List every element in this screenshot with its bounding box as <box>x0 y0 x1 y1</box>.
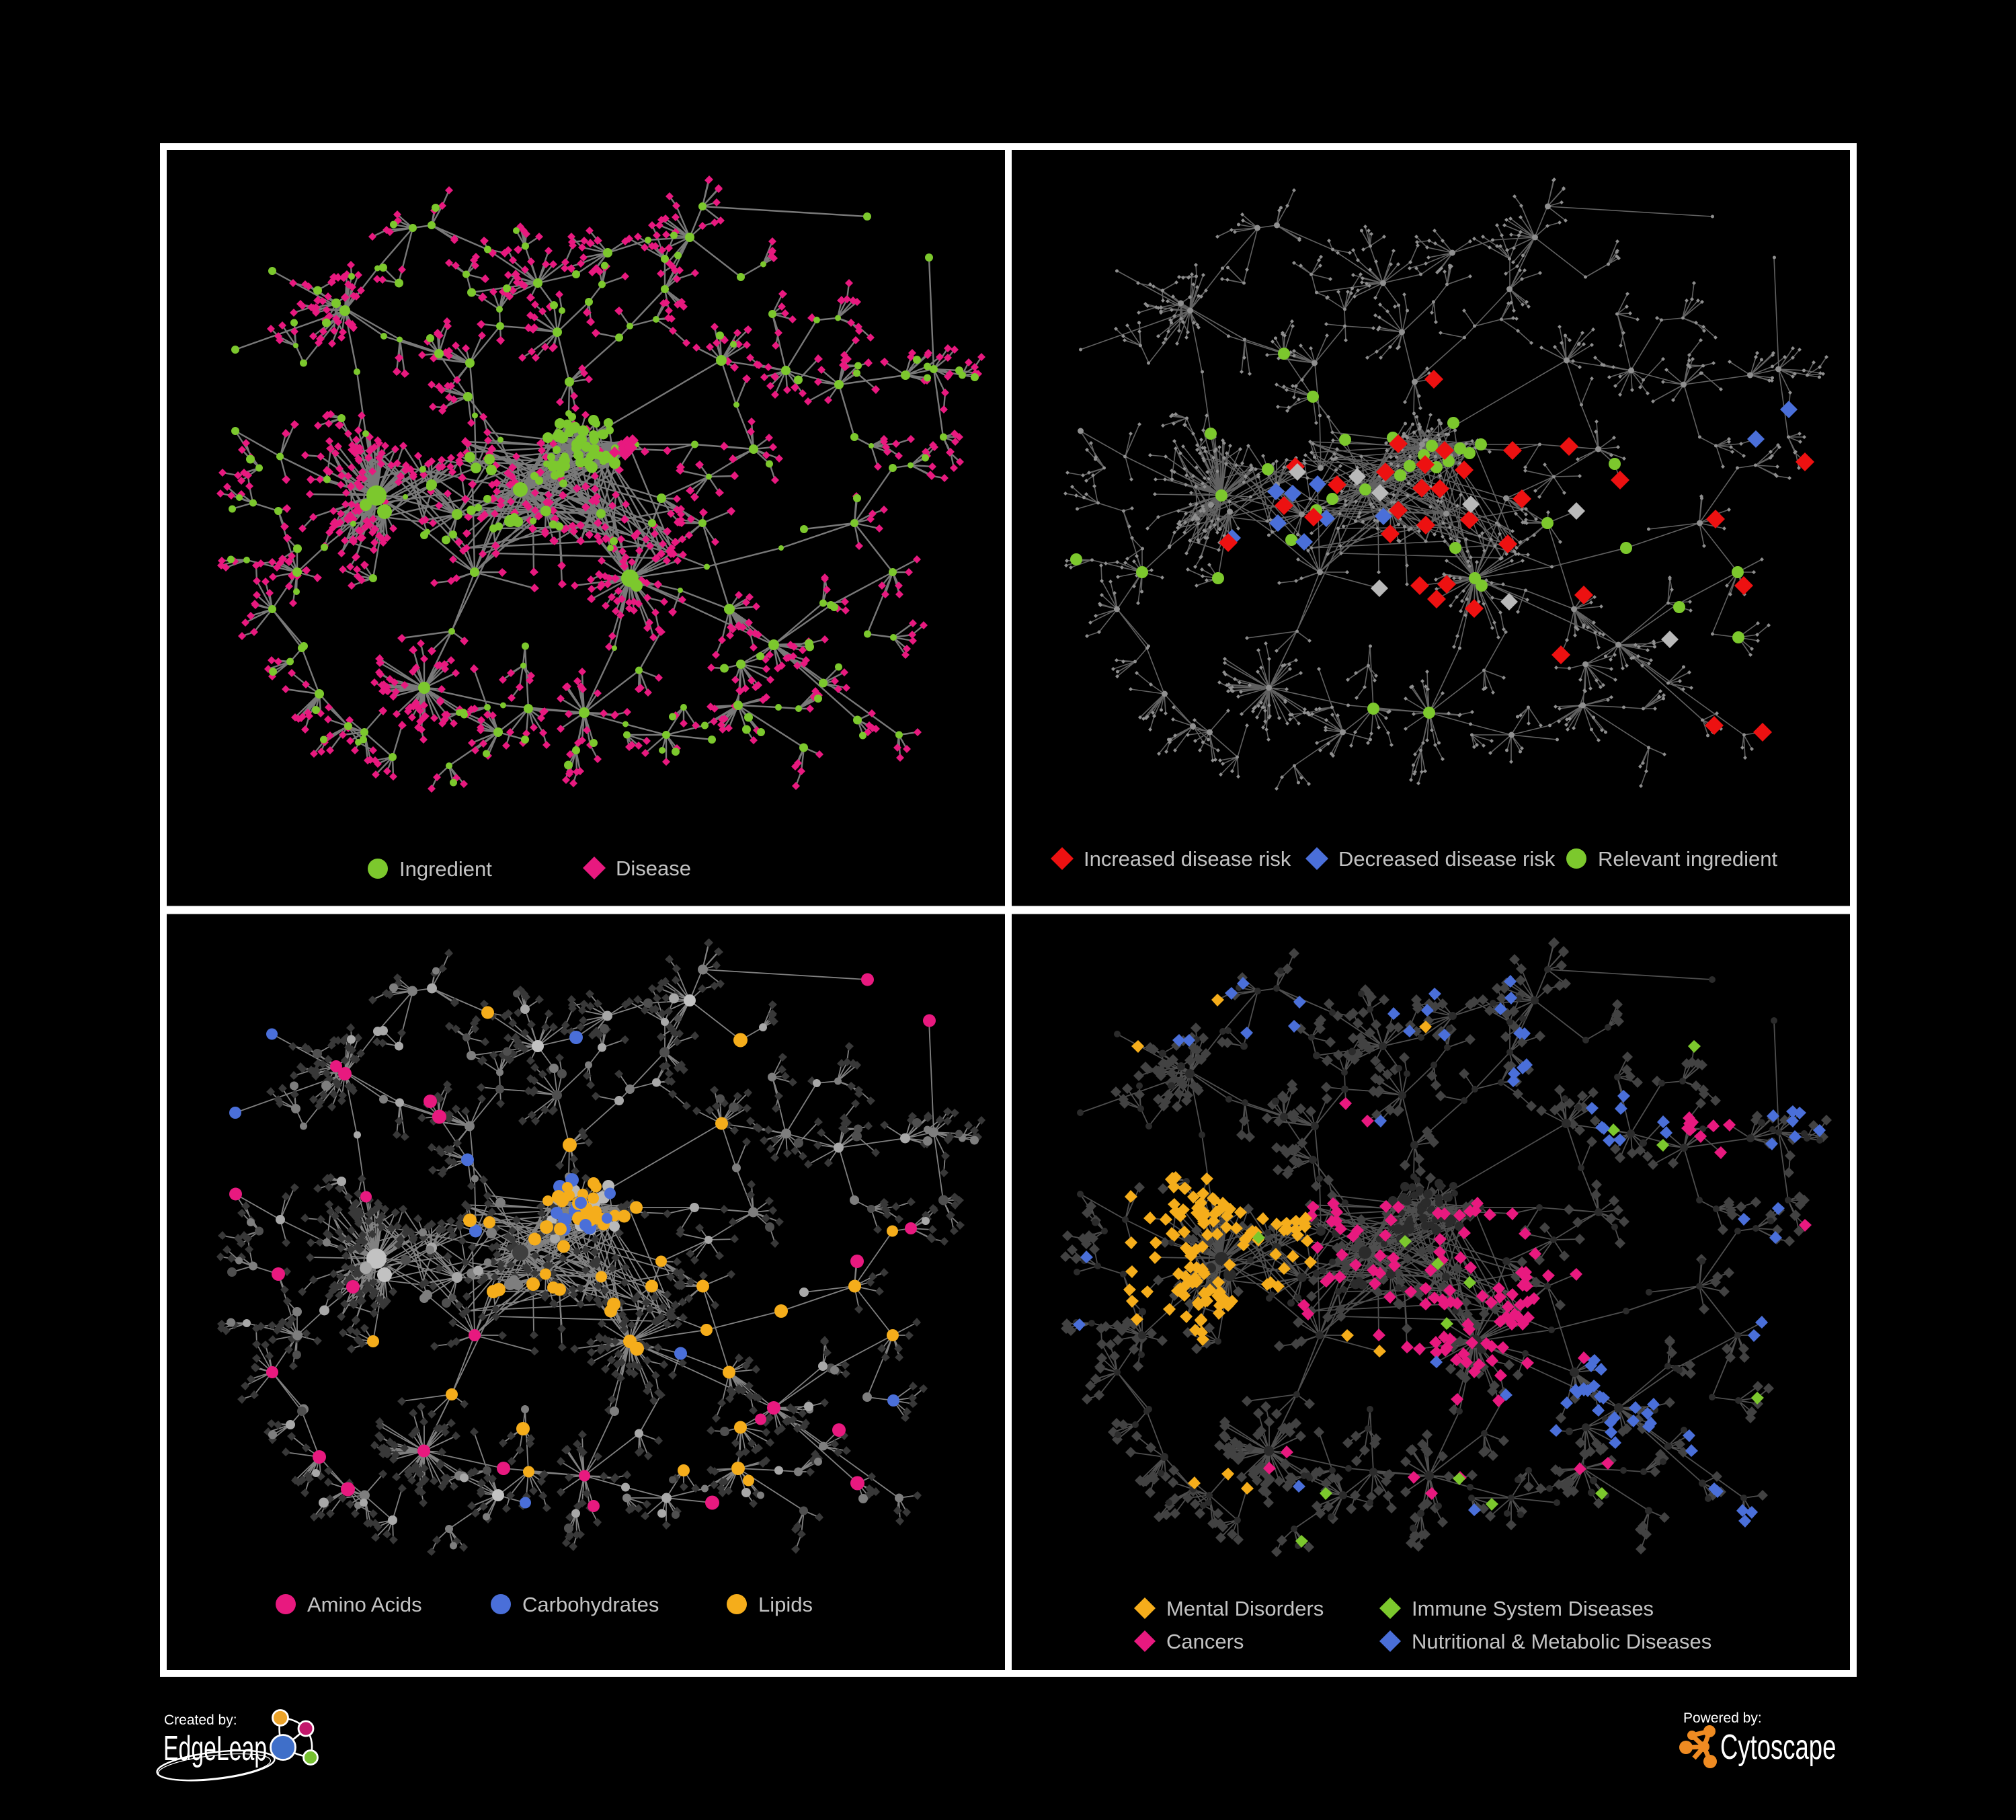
svg-text:Created by:: Created by: <box>164 1712 237 1728</box>
svg-text:Nutritional & Metabolic Diseas: Nutritional & Metabolic Diseases <box>1412 1630 1711 1653</box>
svg-text:Decreased disease risk: Decreased disease risk <box>1338 847 1556 871</box>
svg-text:Immune System Diseases: Immune System Diseases <box>1412 1597 1654 1620</box>
svg-text:Relevant ingredient: Relevant ingredient <box>1598 847 1778 871</box>
svg-text:Increased disease risk: Increased disease risk <box>1084 847 1291 871</box>
svg-text:Disease: Disease <box>616 857 691 880</box>
svg-text:Powered by:: Powered by: <box>1683 1710 1762 1726</box>
svg-text:EdgeLeap: EdgeLeap <box>163 1729 267 1768</box>
svg-text:Amino Acids: Amino Acids <box>307 1593 422 1616</box>
svg-text:Ingredient: Ingredient <box>399 857 492 881</box>
svg-text:Cytoscape: Cytoscape <box>1720 1727 1836 1767</box>
svg-text:Mental Disorders: Mental Disorders <box>1166 1597 1324 1620</box>
svg-text:Lipids: Lipids <box>758 1593 813 1616</box>
svg-text:Carbohydrates: Carbohydrates <box>522 1593 659 1616</box>
svg-text:Cancers: Cancers <box>1166 1630 1244 1653</box>
